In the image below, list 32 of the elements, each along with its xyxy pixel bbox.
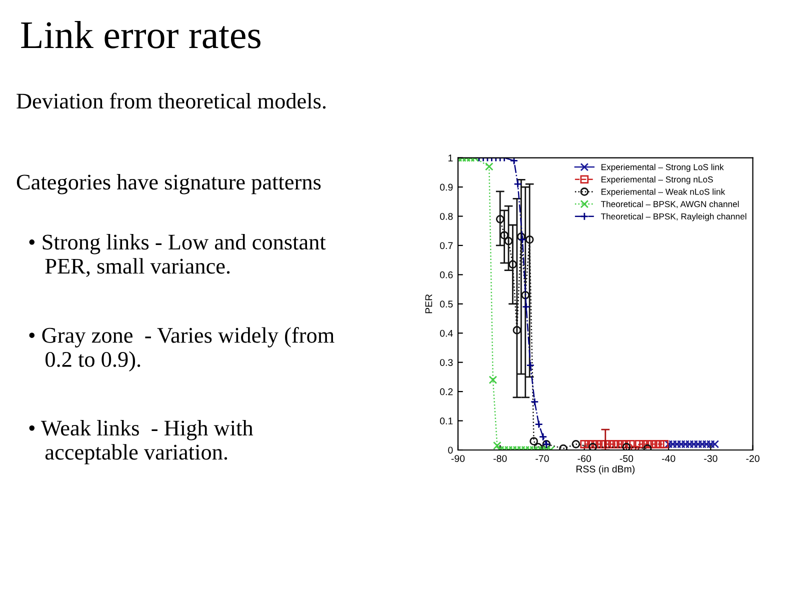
y-tick-label: 0.5 <box>440 300 453 308</box>
x-tick-label: -90 <box>451 455 465 462</box>
legend-label: Theoretical – BPSK, AWGN channel <box>600 200 739 208</box>
y-tick-label: 0.9 <box>440 184 453 191</box>
legend-label: Experiemental – Weak nLoS link <box>601 188 726 197</box>
x-tick-label: -50 <box>620 455 634 462</box>
x-tick-label: -20 <box>746 455 760 462</box>
y-tick-label: 0.1 <box>440 418 453 424</box>
y-tick-label: 0.8 <box>440 212 453 220</box>
y-tick-label: 0.2 <box>440 388 453 396</box>
text: • Strong links - Low and constant PER, small variance. <box>29 234 326 277</box>
x-tick-label: -70 <box>536 455 549 462</box>
legend-label: Experiemental – Strong nLoS <box>601 176 713 184</box>
text: Link error rates <box>21 21 260 48</box>
text: Categories have signature patterns <box>16 174 321 194</box>
x-tick-label: -60 <box>578 455 591 462</box>
legend-label: Theoretical – BPSK, Rayleigh channel <box>600 213 746 222</box>
y-tick-label: 0.3 <box>440 359 453 366</box>
x-tick-label: -30 <box>704 455 718 462</box>
y-tick-label: 0.7 <box>440 242 453 250</box>
y-tick-label: 0.4 <box>440 330 453 337</box>
text: • Weak links - High with acceptable variation. <box>29 420 254 464</box>
x-axis-title: RSS (in dBm) <box>576 465 635 474</box>
x-tick-label: -40 <box>662 455 676 462</box>
y-tick-label: 0 <box>448 446 453 454</box>
x-tick-label: -80 <box>494 455 507 462</box>
y-tick-label: 0.6 <box>440 271 453 278</box>
text: • Gray zone - Varies widely (from 0.2 to 0.9). <box>29 327 334 372</box>
y-tick-label: 1 <box>448 154 453 162</box>
legend-label: Experiemental – Strong LoS link <box>601 164 724 172</box>
y-axis-title: PER <box>425 294 432 314</box>
text: Deviation from theoretical models. <box>16 92 326 109</box>
